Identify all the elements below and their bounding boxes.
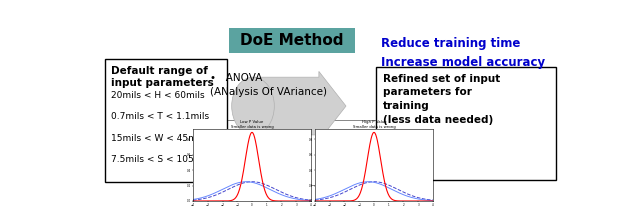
Text: 15mils < W < 45mils: 15mils < W < 45mils: [111, 134, 207, 143]
FancyArrow shape: [253, 71, 346, 141]
Text: 20mils < H < 60mils: 20mils < H < 60mils: [111, 91, 205, 100]
Text: 0.7mils < T < 1.1mils: 0.7mils < T < 1.1mils: [111, 112, 209, 121]
Ellipse shape: [231, 77, 274, 135]
Title: Low P Value
Smaller data is wrong: Low P Value Smaller data is wrong: [231, 120, 274, 129]
FancyBboxPatch shape: [376, 67, 556, 180]
Text: Refined set of input
parameters for
training
(less data needed): Refined set of input parameters for trai…: [383, 74, 501, 125]
Text: Default range of
input parameters: Default range of input parameters: [111, 66, 214, 88]
Text: DoE Method: DoE Method: [240, 33, 343, 48]
FancyBboxPatch shape: [105, 59, 226, 182]
Text: Increase model accuracy: Increase model accuracy: [381, 56, 545, 69]
Text: •   ANOVA
(ANalysis Of VAriance): • ANOVA (ANalysis Of VAriance): [210, 73, 327, 97]
FancyBboxPatch shape: [229, 28, 355, 53]
Text: Reduce training time: Reduce training time: [381, 37, 520, 50]
Title: High P Value
Smaller data is wrong: High P Value Smaller data is wrong: [353, 120, 396, 129]
FancyBboxPatch shape: [223, 120, 419, 185]
Text: 7.5mils < S < 105mils: 7.5mils < S < 105mils: [111, 155, 213, 164]
